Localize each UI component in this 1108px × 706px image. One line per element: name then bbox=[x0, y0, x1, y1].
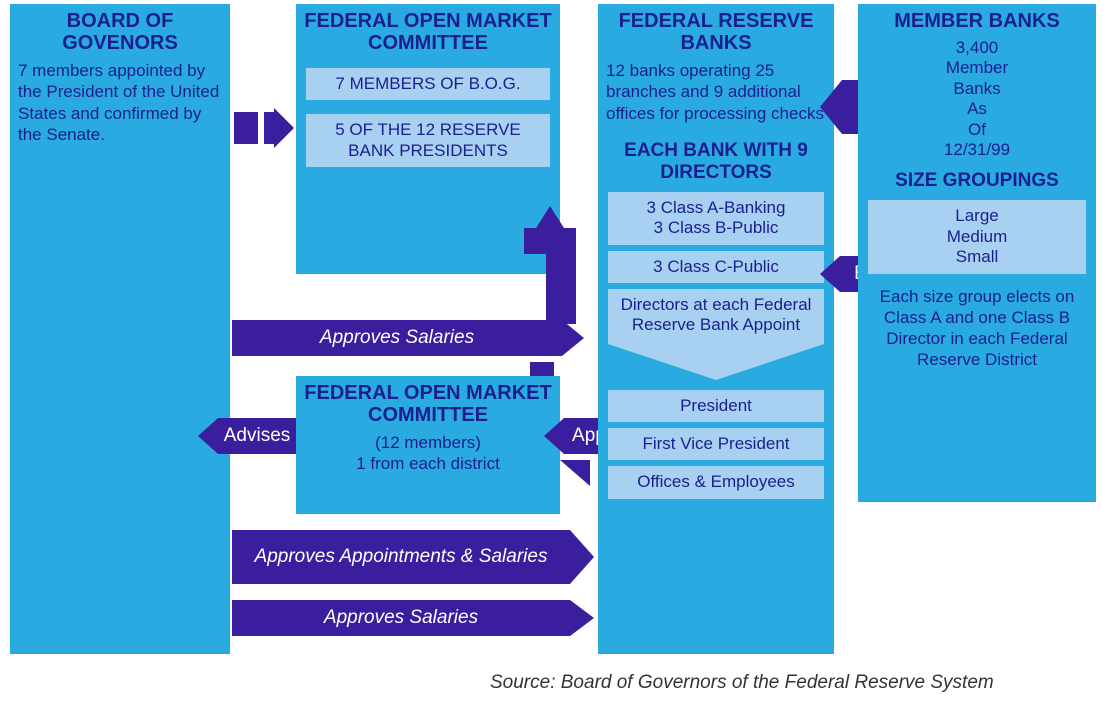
frb-president: President bbox=[608, 390, 824, 422]
bog-desc: 7 members appointed by the President of … bbox=[10, 58, 230, 151]
members-groupings: Large Medium Small bbox=[868, 200, 1086, 273]
frb-class-c: 3 Class C-Public bbox=[608, 251, 824, 283]
members-subtitle: SIZE GROUPINGS bbox=[858, 166, 1096, 194]
source-text: Source: Board of Governors of the Federa… bbox=[490, 672, 994, 694]
frb-title: FEDERAL RESERVE BANKS bbox=[598, 4, 834, 58]
col-federal-reserve-banks: FEDERAL RESERVE BANKS 12 banks operating… bbox=[598, 4, 834, 654]
col-board-of-governors: BOARD OF GOVENORS 7 members appointed by… bbox=[10, 4, 230, 654]
col-member-banks: MEMBER BANKS 3,400 Member Banks As Of 12… bbox=[858, 4, 1096, 502]
arrow-approves-salaries-1: Approves Salaries bbox=[232, 320, 584, 356]
approves-salaries-label: Approves Salaries bbox=[320, 327, 474, 349]
fomc-sub2: 5 OF THE 12 RESERVE BANK PRESIDENTS bbox=[306, 114, 550, 167]
members-desc: 3,400 Member Banks As Of 12/31/99 bbox=[858, 36, 1096, 166]
fomc-top-title: FEDERAL OPEN MARKET COMMITTEE bbox=[296, 4, 560, 58]
fomc-bottom-line1: (12 members) bbox=[296, 430, 560, 453]
arrow-approves-salaries-2: Approves Salaries bbox=[232, 600, 594, 636]
frb-directors-appoint-wrap: Directors at each Federal Reserve Bank A… bbox=[608, 289, 824, 380]
fomc-sub1: 7 MEMBERS OF B.O.G. bbox=[306, 68, 550, 100]
arrow-bog-to-fomc bbox=[234, 108, 294, 148]
frb-fvp: First Vice President bbox=[608, 428, 824, 460]
frb-desc: 12 banks operating 25 branches and 9 add… bbox=[598, 58, 834, 130]
approves-appts-label: Approves Appointments & Salaries bbox=[255, 546, 548, 568]
col-fomc-bottom: FEDERAL OPEN MARKET COMMITTEE (12 member… bbox=[296, 376, 560, 514]
arrow-advises: Advises bbox=[198, 418, 296, 454]
frb-directors-appoint: Directors at each Federal Reserve Bank A… bbox=[608, 289, 824, 344]
fomc-bottom-line2: 1 from each district bbox=[296, 453, 560, 480]
members-title: MEMBER BANKS bbox=[858, 4, 1096, 36]
col-fomc-top: FEDERAL OPEN MARKET COMMITTEE 7 MEMBERS … bbox=[296, 4, 560, 274]
frb-subtitle: EACH BANK WITH 9 DIRECTORS bbox=[598, 136, 834, 186]
frb-offices: Offices & Employees bbox=[608, 466, 824, 498]
advises-label: Advises bbox=[224, 425, 291, 447]
members-note: Each size group elects on Class A and on… bbox=[858, 284, 1096, 377]
fomc-bottom-title: FEDERAL OPEN MARKET COMMITTEE bbox=[296, 376, 560, 430]
arrow-appoints-connector bbox=[560, 460, 590, 486]
arrow-frb-to-fomc-presidents bbox=[524, 206, 584, 326]
bog-title: BOARD OF GOVENORS bbox=[10, 4, 230, 58]
arrow-approves-appts: Approves Appointments & Salaries bbox=[232, 530, 594, 584]
approves-salaries2-label: Approves Salaries bbox=[324, 607, 478, 629]
frb-class-ab: 3 Class A-Banking 3 Class B-Public bbox=[608, 192, 824, 245]
